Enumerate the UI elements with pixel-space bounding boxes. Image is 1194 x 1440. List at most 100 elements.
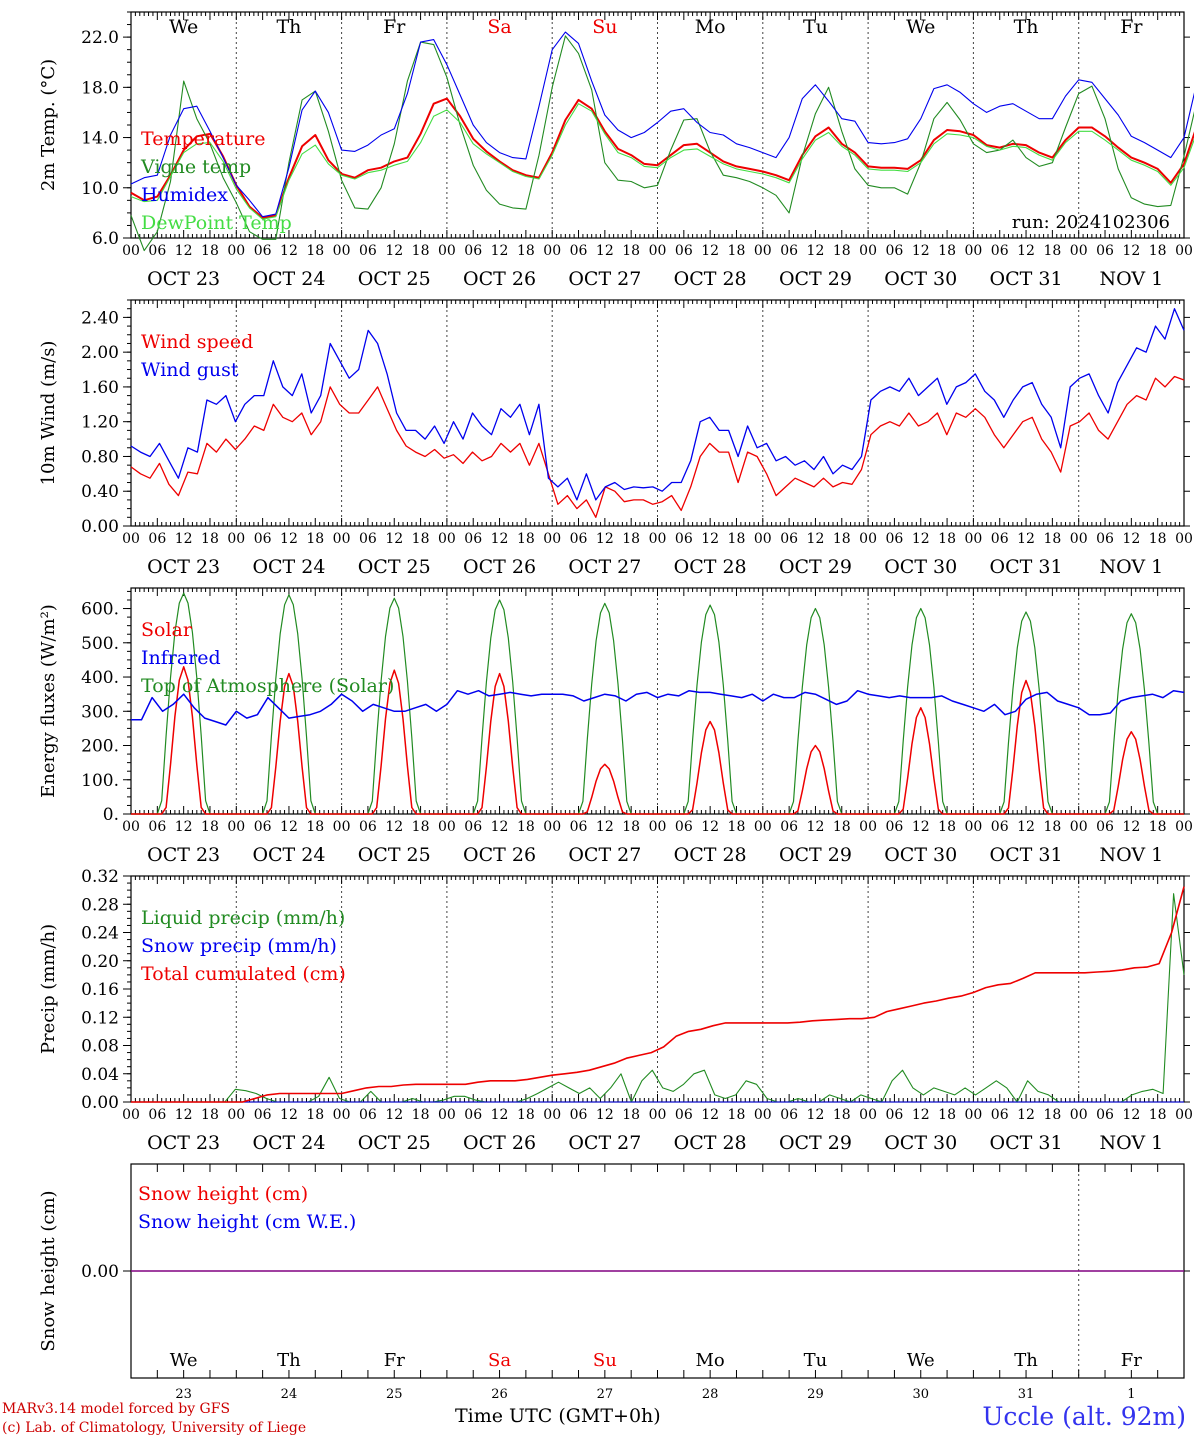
hour-tick-label: 18 <box>201 243 219 259</box>
date-label: OCT 28 <box>674 1132 747 1154</box>
hour-tick-label: 00 <box>333 819 351 835</box>
hour-tick-label: 12 <box>701 243 719 259</box>
hour-tick-label: 18 <box>833 819 851 835</box>
legend-snow-precip-mm-h-: Snow precip (mm/h) <box>141 935 337 957</box>
date-label: NOV 1 <box>1099 1132 1163 1154</box>
legend-humidex: Humidex <box>141 184 228 206</box>
hour-tick-label: 12 <box>175 531 193 547</box>
hour-tick-label: 00 <box>1070 243 1088 259</box>
y-tick-label: 300. <box>81 702 119 722</box>
hour-tick-label: 00 <box>438 819 456 835</box>
hour-tick-label: 18 <box>412 531 430 547</box>
legend-snow-height-cm-: Snow height (cm) <box>138 1183 308 1205</box>
date-label: NOV 1 <box>1099 556 1163 578</box>
weekday-label: Fr <box>384 1350 405 1371</box>
date-label: OCT 24 <box>252 556 325 578</box>
date-label: OCT 28 <box>674 844 747 866</box>
hour-tick-label: 12 <box>596 1107 614 1123</box>
weekday-label: Fr <box>383 16 406 38</box>
hour-tick-label: 12 <box>385 819 403 835</box>
y-tick-label: 1.20 <box>81 413 119 433</box>
hour-tick-label: 12 <box>491 1107 509 1123</box>
date-label: NOV 1 <box>1099 268 1163 290</box>
hour-tick-label: 18 <box>728 531 746 547</box>
weekday-label: Su <box>592 16 617 38</box>
hour-tick-label: 18 <box>622 1107 640 1123</box>
hour-tick-label: 18 <box>1043 1107 1061 1123</box>
date-label: OCT 23 <box>147 1132 220 1154</box>
hour-tick-label: 12 <box>701 819 719 835</box>
y-tick-label: 0.00 <box>81 1262 119 1282</box>
y-tick-label: 500. <box>81 634 119 654</box>
hour-tick-label: 00 <box>438 531 456 547</box>
hour-tick-label: 12 <box>491 531 509 547</box>
series-infrared <box>131 689 1185 726</box>
legend-wind-speed: Wind speed <box>141 331 253 353</box>
weekday-label: Th <box>1014 1350 1038 1371</box>
series-dewpoint-temp <box>130 103 1194 220</box>
y-tick-label: 0.80 <box>81 447 119 467</box>
hour-tick-label: 12 <box>280 1107 298 1123</box>
hour-tick-label: 06 <box>675 531 693 547</box>
day-number-label: 24 <box>281 1387 298 1402</box>
day-number-label: 27 <box>597 1387 614 1402</box>
weekday-label: Mo <box>695 16 726 38</box>
hour-tick-label: 06 <box>991 819 1009 835</box>
y-tick-label: 0.20 <box>81 952 119 972</box>
date-label: OCT 29 <box>779 268 852 290</box>
hour-tick-label: 00 <box>333 1107 351 1123</box>
hour-tick-label: 18 <box>412 1107 430 1123</box>
hour-tick-label: 12 <box>280 243 298 259</box>
date-label: OCT 30 <box>884 556 957 578</box>
hour-tick-label: 00 <box>1175 531 1193 547</box>
hour-tick-label: 12 <box>175 1107 193 1123</box>
hour-tick-label: 00 <box>333 531 351 547</box>
date-label: OCT 31 <box>990 556 1063 578</box>
hour-tick-label: 18 <box>833 243 851 259</box>
hour-tick-label: 06 <box>780 1107 798 1123</box>
hour-tick-label: 00 <box>754 243 772 259</box>
hour-tick-label: 12 <box>1017 1107 1035 1123</box>
hour-tick-label: 18 <box>833 1107 851 1123</box>
hour-tick-label: 12 <box>280 819 298 835</box>
date-label: OCT 23 <box>147 268 220 290</box>
hour-tick-label: 06 <box>886 531 904 547</box>
day-number-label: 25 <box>386 1387 403 1402</box>
hour-tick-label: 06 <box>254 819 272 835</box>
hour-tick-label: 00 <box>1175 1107 1193 1123</box>
hour-tick-label: 00 <box>859 819 877 835</box>
hour-tick-label: 00 <box>543 243 561 259</box>
hour-tick-label: 06 <box>254 243 272 259</box>
hour-tick-label: 12 <box>1017 531 1035 547</box>
hour-tick-label: 12 <box>280 531 298 547</box>
hour-tick-label: 06 <box>675 819 693 835</box>
hour-tick-label: 18 <box>517 531 535 547</box>
y-tick-label: 0.28 <box>81 895 119 915</box>
hour-tick-label: 06 <box>254 531 272 547</box>
hour-tick-label: 06 <box>464 1107 482 1123</box>
hour-tick-label: 00 <box>1070 531 1088 547</box>
hour-tick-label: 12 <box>491 243 509 259</box>
hour-tick-label: 12 <box>912 531 930 547</box>
date-label: OCT 23 <box>147 844 220 866</box>
date-label: OCT 27 <box>568 1132 641 1154</box>
hour-tick-label: 06 <box>675 243 693 259</box>
y-tick-label: 400. <box>81 668 119 688</box>
hour-tick-label: 00 <box>227 1107 245 1123</box>
legend-vigne-temp: Vigne temp <box>140 156 251 178</box>
hour-tick-label: 18 <box>1149 243 1167 259</box>
y-axis-label: Precip (mm/h) <box>38 924 59 1054</box>
hour-tick-label: 12 <box>701 1107 719 1123</box>
weekday-label: Sa <box>487 16 511 38</box>
hour-tick-label: 00 <box>859 1107 877 1123</box>
hour-tick-label: 06 <box>780 531 798 547</box>
y-tick-label: 0.32 <box>81 867 119 887</box>
hour-tick-label: 06 <box>886 819 904 835</box>
hour-tick-label: 12 <box>807 531 825 547</box>
weekday-label: Tu <box>804 1350 828 1371</box>
hour-tick-label: 06 <box>886 1107 904 1123</box>
y-tick-label: 2.00 <box>81 343 119 363</box>
date-label: NOV 1 <box>1099 844 1163 866</box>
station-name: Uccle (alt. 92m) <box>982 1402 1186 1431</box>
hour-tick-label: 18 <box>1043 243 1061 259</box>
